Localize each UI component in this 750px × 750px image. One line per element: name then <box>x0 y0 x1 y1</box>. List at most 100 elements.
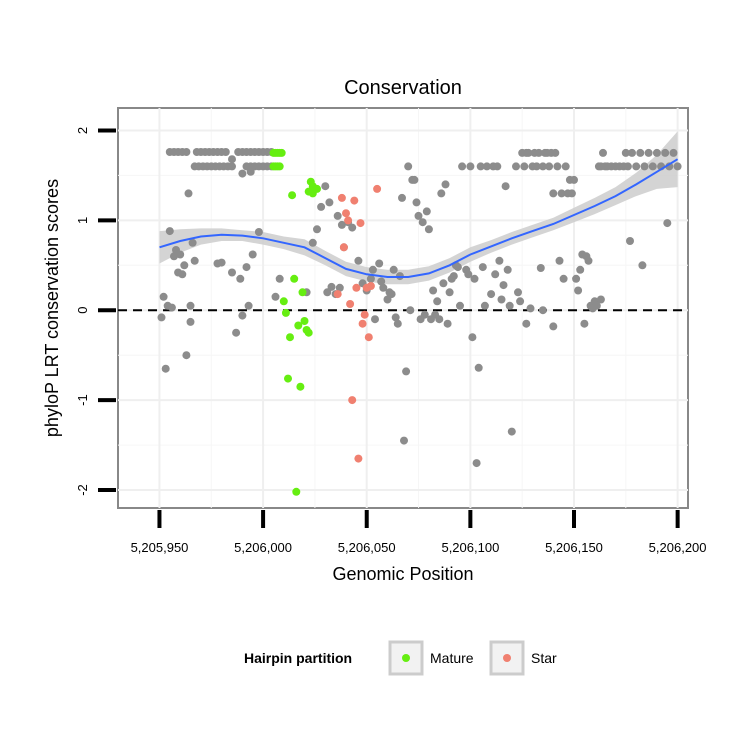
star-point <box>333 290 342 299</box>
other-point <box>182 148 191 156</box>
other-point <box>422 207 431 216</box>
other-point <box>516 297 525 306</box>
other-point <box>242 263 251 272</box>
mature-point <box>288 191 297 200</box>
other-point <box>520 162 529 171</box>
other-point <box>524 148 533 157</box>
other-point <box>497 295 506 304</box>
other-point <box>418 218 427 227</box>
other-point <box>228 162 236 171</box>
other-point <box>406 306 415 315</box>
y-tick-label: 1 <box>75 217 90 224</box>
other-point <box>190 256 199 265</box>
other-point <box>228 268 236 277</box>
other-point <box>412 198 421 207</box>
other-point <box>505 301 514 310</box>
mature-point <box>296 382 305 391</box>
other-point <box>567 189 576 198</box>
legend-label-star: Star <box>531 650 557 666</box>
other-point <box>545 162 554 171</box>
other-point <box>482 162 491 171</box>
other-point <box>449 272 458 281</box>
other-point <box>327 282 336 291</box>
other-point <box>580 319 589 328</box>
other-point <box>368 265 377 274</box>
star-point <box>360 310 369 319</box>
other-point <box>254 228 263 236</box>
mature-point <box>300 317 309 325</box>
x-tick-label: 5,206,050 <box>338 540 396 555</box>
other-point <box>217 258 226 267</box>
star-point <box>350 196 359 205</box>
other-point <box>561 162 570 171</box>
other-point <box>669 148 678 157</box>
other-point <box>354 256 363 265</box>
other-point <box>468 333 477 342</box>
other-point <box>478 263 487 272</box>
other-point <box>507 427 516 436</box>
star-point <box>339 243 348 252</box>
other-point <box>458 162 467 171</box>
other-point <box>638 261 647 270</box>
other-point <box>557 189 566 198</box>
other-point <box>470 274 479 283</box>
other-point <box>644 148 653 157</box>
other-point <box>445 288 454 297</box>
mature-point <box>308 182 317 191</box>
mature-point <box>290 274 299 283</box>
legend-title: Hairpin partition <box>244 650 352 666</box>
other-point <box>456 301 464 310</box>
x-axis: 5,205,950 5,206,000 5,206,050 5,206,100 5,20… <box>131 510 707 555</box>
chart-title: Conservation <box>344 77 462 99</box>
other-point <box>628 148 636 157</box>
other-point <box>377 277 386 286</box>
other-point <box>538 306 547 315</box>
other-point <box>522 319 531 328</box>
other-point <box>167 303 176 312</box>
other-point <box>165 227 174 236</box>
mature-point <box>284 374 292 383</box>
other-point <box>337 220 346 229</box>
other-point <box>632 162 641 171</box>
star-point <box>356 219 365 228</box>
other-point <box>313 225 321 234</box>
other-point <box>238 169 247 178</box>
other-point <box>576 265 585 274</box>
other-point <box>514 288 522 297</box>
mature-point <box>292 487 301 496</box>
mature-point <box>294 321 303 330</box>
other-point <box>366 274 375 283</box>
other-point <box>640 162 649 171</box>
other-point <box>424 225 433 234</box>
legend-marker-star <box>503 654 511 662</box>
other-point <box>526 304 535 313</box>
mature-point <box>304 328 313 337</box>
x-tick-label: 5,206,150 <box>545 540 603 555</box>
other-point <box>538 162 547 171</box>
other-point <box>161 364 170 373</box>
other-point <box>182 351 191 360</box>
other-point <box>333 211 342 220</box>
other-point <box>584 256 593 265</box>
other-point <box>429 286 438 295</box>
x-axis-title: Genomic Position <box>332 564 473 584</box>
other-point <box>236 274 245 283</box>
other-point <box>348 223 357 232</box>
other-point <box>180 261 189 270</box>
other-point <box>466 162 475 171</box>
other-point <box>474 363 483 372</box>
x-tick-label: 5,206,200 <box>649 540 707 555</box>
other-point <box>626 237 634 245</box>
star-point <box>342 209 350 218</box>
confidence-ribbon <box>159 131 678 285</box>
other-point <box>512 162 520 171</box>
other-point <box>636 148 645 157</box>
other-point <box>648 162 657 171</box>
other-point <box>499 281 508 290</box>
y-axis-title: phyloP LRT conservation scores <box>42 179 62 437</box>
star-point <box>358 319 367 328</box>
other-point <box>574 286 583 295</box>
other-point <box>325 198 334 207</box>
mature-point <box>275 162 284 171</box>
mature-point <box>279 297 288 306</box>
